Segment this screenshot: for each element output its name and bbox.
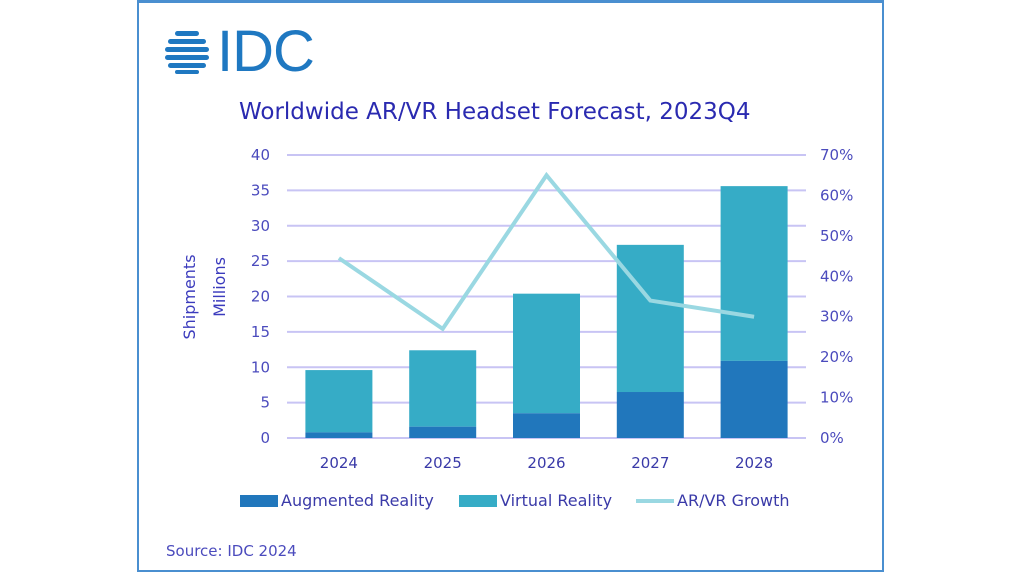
bar-virtual-reality-2025 <box>409 350 477 427</box>
y2-tick-label: 70% <box>820 146 853 164</box>
legend-item-augmented-reality: Augmented Reality <box>240 491 434 510</box>
y2-tick-label: 50% <box>820 227 853 245</box>
x-tick-label: 2028 <box>735 454 773 472</box>
bar-virtual-reality-2027 <box>616 244 684 393</box>
y-tick-label: 40 <box>251 146 270 164</box>
idc-logo: IDC <box>163 19 315 84</box>
y2-tick-label: 40% <box>820 267 853 285</box>
y-tick-label: 35 <box>251 181 270 199</box>
legend-item-virtual-reality: Virtual Reality <box>459 491 612 510</box>
x-tick-label: 2027 <box>631 454 669 472</box>
bar-augmented-reality-2025 <box>409 426 477 438</box>
y-axis-label-shipments: Shipments <box>180 254 199 339</box>
bar-virtual-reality-2024 <box>305 370 373 433</box>
legend-swatch-vr <box>459 494 497 507</box>
x-tick-label: 2026 <box>527 454 565 472</box>
bars <box>305 186 788 438</box>
bar-virtual-reality-2028 <box>720 186 788 361</box>
y2-tick-label: 10% <box>820 389 853 407</box>
y2-tick-label: 30% <box>820 308 853 326</box>
bar-augmented-reality-2026 <box>513 413 580 438</box>
y-tick-label: 5 <box>260 394 270 412</box>
legend-label-ar: Augmented Reality <box>281 491 434 510</box>
y2-tick-label: 0% <box>820 429 844 447</box>
bar-augmented-reality-2024 <box>305 432 373 438</box>
legend-swatch-growth <box>636 498 674 503</box>
bar-augmented-reality-2028 <box>720 360 788 438</box>
chart-title: Worldwide AR/VR Headset Forecast, 2023Q4 <box>239 99 751 125</box>
legend-label-growth: AR/VR Growth <box>677 491 790 510</box>
legend-item-growth: AR/VR Growth <box>636 491 790 510</box>
y2-axis-ticks: 0% 10% 20% 30% 40% 50% 60% 70% <box>820 146 853 447</box>
source-note: Source: IDC 2024 <box>166 542 297 560</box>
y-tick-label: 30 <box>251 217 270 235</box>
bar-virtual-reality-2026 <box>513 293 580 414</box>
y-tick-label: 15 <box>251 323 270 341</box>
globe-stripes-icon <box>165 31 209 74</box>
y-tick-label: 10 <box>251 358 270 376</box>
legend-swatch-ar <box>240 494 278 507</box>
y-tick-label: 25 <box>251 252 270 270</box>
bar-augmented-reality-2027 <box>616 392 684 438</box>
y2-tick-label: 60% <box>820 186 853 204</box>
legend-label-vr: Virtual Reality <box>500 491 613 510</box>
y-axis-ticks: 0 5 10 15 20 25 30 35 40 <box>251 146 270 447</box>
y-tick-label: 0 <box>260 429 270 447</box>
x-axis-ticks: 2024 2025 2026 2027 2028 <box>320 454 773 472</box>
logo-text: IDC <box>217 19 315 84</box>
y-axis-label-millions: Millions <box>210 257 229 317</box>
x-tick-label: 2025 <box>424 454 462 472</box>
y2-tick-label: 20% <box>820 348 853 366</box>
growth-line-group <box>337 171 755 332</box>
x-tick-label: 2024 <box>320 454 358 472</box>
y-tick-label: 20 <box>251 288 270 306</box>
